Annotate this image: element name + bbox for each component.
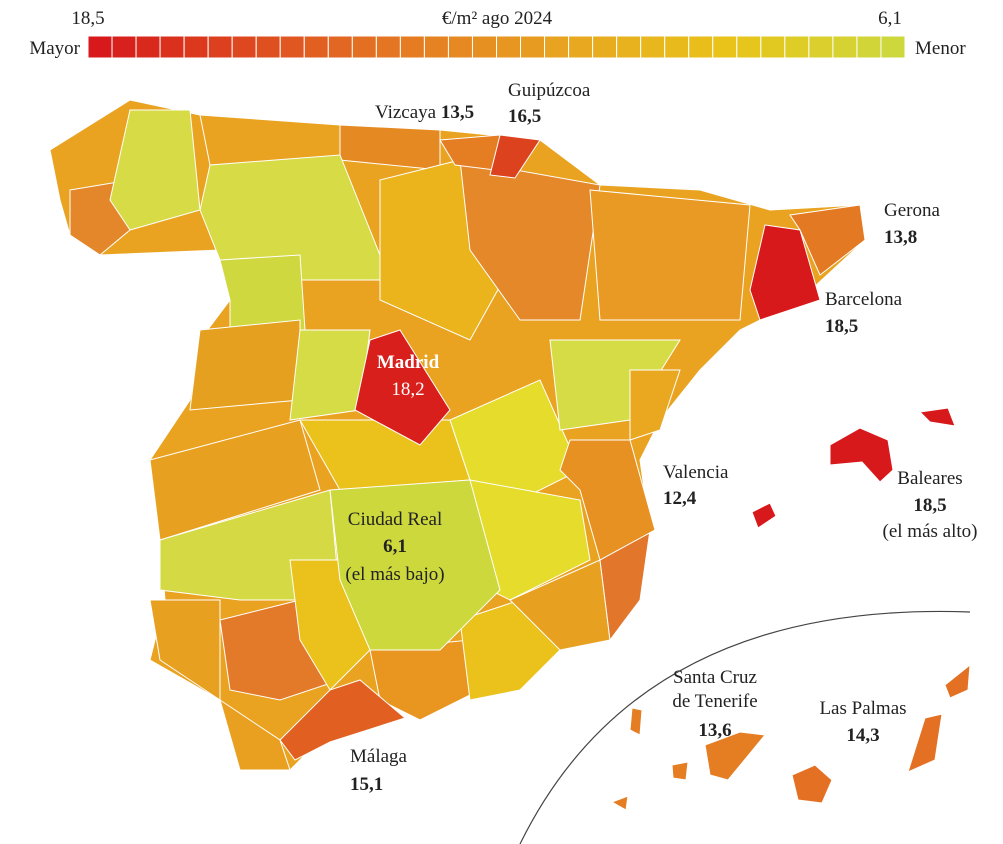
legend-swatch — [856, 35, 882, 59]
legend-swatch — [568, 35, 594, 59]
region-name: Las Palmas — [819, 698, 906, 719]
legend-swatch — [351, 35, 377, 59]
legend-swatch — [496, 35, 522, 59]
province — [459, 159, 601, 321]
province — [749, 224, 821, 321]
island — [610, 795, 629, 811]
canary-divider — [519, 610, 971, 844]
legend-swatch — [736, 35, 762, 59]
region-name: Madrid — [377, 352, 440, 373]
legend-swatch — [207, 35, 233, 59]
region-value: 15,1 — [350, 774, 383, 795]
island — [751, 502, 777, 529]
region-name: Vizcaya — [375, 102, 437, 123]
region-value: 13,8 — [884, 227, 917, 248]
region-note: (el más bajo) — [345, 564, 444, 585]
region-value: 18,5 — [913, 495, 946, 516]
islands — [610, 407, 971, 811]
legend-swatch — [375, 35, 401, 59]
legend-swatch — [712, 35, 738, 59]
region-value: 6,1 — [383, 536, 407, 557]
island — [918, 407, 956, 427]
legend-swatch — [471, 35, 497, 59]
legend-min-label: Menor — [915, 38, 966, 59]
legend-max-label: Mayor — [29, 38, 80, 59]
island — [829, 427, 894, 483]
labels: Vizcaya 13,5 Guipúzcoa 16,5 Gerona 13,8 … — [345, 80, 977, 795]
legend-title: €/m² ago 2024 — [442, 8, 553, 29]
legend-swatch — [255, 35, 281, 59]
legend-swatch — [327, 35, 353, 59]
region-name: Ciudad Real — [348, 509, 442, 530]
legend-swatch — [135, 35, 161, 59]
region-name: Baleares — [897, 468, 962, 489]
legend-swatch — [808, 35, 834, 59]
province — [149, 599, 221, 701]
province — [489, 134, 541, 179]
province — [789, 204, 866, 276]
region-note: (el más alto) — [883, 521, 978, 542]
legend-swatch — [880, 35, 906, 59]
legend-max-value: 18,5 — [71, 8, 104, 29]
legend-swatch — [183, 35, 209, 59]
legend-swatch — [159, 35, 185, 59]
region-name: Valencia — [663, 462, 729, 483]
province — [189, 319, 301, 411]
legend-swatch — [279, 35, 305, 59]
legend-swatch — [760, 35, 786, 59]
legend-swatch — [784, 35, 810, 59]
legend-swatch — [832, 35, 858, 59]
province — [354, 329, 451, 446]
legend-swatch — [640, 35, 666, 59]
region-value: 13,5 — [441, 102, 474, 123]
region-value: 18,2 — [391, 379, 424, 400]
region-value: 13,6 — [698, 720, 731, 741]
legend-swatch — [544, 35, 570, 59]
legend-swatch — [447, 35, 473, 59]
island — [791, 764, 833, 804]
island — [944, 663, 971, 699]
legend-swatch — [399, 35, 425, 59]
peninsula — [49, 99, 866, 771]
legend-swatch — [87, 35, 113, 59]
region-value: 12,4 — [663, 488, 697, 509]
province — [449, 379, 581, 501]
region-name: Guipúzcoa — [508, 80, 591, 101]
region-value: 18,5 — [825, 316, 858, 337]
island — [671, 761, 689, 781]
province — [149, 419, 321, 541]
legend-swatch — [616, 35, 642, 59]
legend-swatch — [688, 35, 714, 59]
legend-swatch — [520, 35, 546, 59]
region-name: Gerona — [884, 200, 940, 221]
legend-min-value: 6,1 — [878, 8, 902, 29]
province — [109, 109, 201, 231]
region-name: Barcelona — [825, 289, 903, 310]
province — [329, 479, 501, 651]
province — [279, 679, 407, 761]
province — [219, 254, 306, 331]
legend-swatch — [423, 35, 449, 59]
legend-swatch — [231, 35, 257, 59]
island — [907, 713, 943, 773]
legend: 18,5 €/m² ago 2024 6,1 Mayor Menor — [29, 8, 966, 59]
province — [559, 439, 656, 561]
province — [219, 698, 291, 771]
legend-swatch — [111, 35, 137, 59]
legend-swatch — [303, 35, 329, 59]
province — [589, 189, 751, 321]
region-label: Vizcaya 13,5 — [375, 102, 474, 123]
legend-swatch — [592, 35, 618, 59]
island — [704, 731, 766, 781]
region-value: 14,3 — [846, 725, 879, 746]
region-name: Málaga — [350, 746, 408, 767]
island — [629, 707, 643, 736]
region-value: 16,5 — [508, 106, 541, 127]
legend-swatch — [664, 35, 690, 59]
region-name: Santa Cruz de Tenerife — [672, 667, 757, 712]
province — [629, 369, 681, 441]
